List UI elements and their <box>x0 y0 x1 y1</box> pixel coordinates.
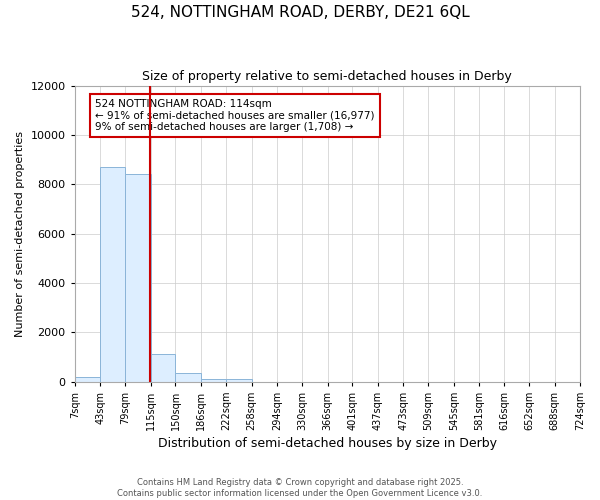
Text: 524, NOTTINGHAM ROAD, DERBY, DE21 6QL: 524, NOTTINGHAM ROAD, DERBY, DE21 6QL <box>131 5 469 20</box>
Bar <box>226 379 251 382</box>
Text: 524 NOTTINGHAM ROAD: 114sqm
← 91% of semi-detached houses are smaller (16,977)
9: 524 NOTTINGHAM ROAD: 114sqm ← 91% of sem… <box>95 99 374 132</box>
Bar <box>125 174 151 382</box>
Bar <box>151 354 175 382</box>
Bar <box>175 373 201 382</box>
Title: Size of property relative to semi-detached houses in Derby: Size of property relative to semi-detach… <box>142 70 512 83</box>
Bar <box>75 376 100 382</box>
Y-axis label: Number of semi-detached properties: Number of semi-detached properties <box>15 130 25 336</box>
Bar <box>100 167 125 382</box>
Bar <box>201 379 226 382</box>
X-axis label: Distribution of semi-detached houses by size in Derby: Distribution of semi-detached houses by … <box>158 437 497 450</box>
Text: Contains HM Land Registry data © Crown copyright and database right 2025.
Contai: Contains HM Land Registry data © Crown c… <box>118 478 482 498</box>
